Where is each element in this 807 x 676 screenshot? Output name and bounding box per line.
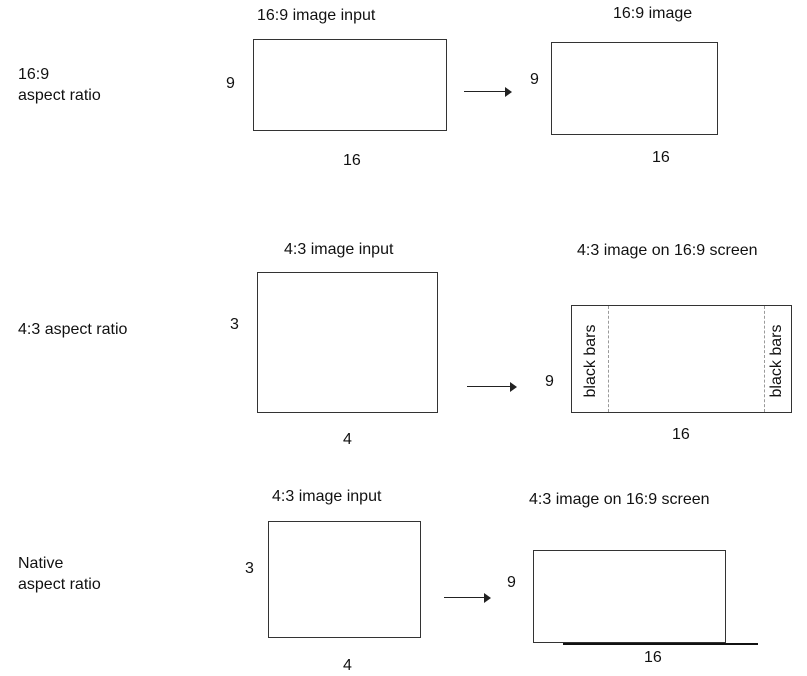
- arrow-right-icon: [464, 87, 512, 97]
- input-title: 16:9 image input: [257, 7, 376, 24]
- row-label-16-9: 16:9 aspect ratio: [18, 64, 101, 106]
- output-screen-native: [533, 550, 726, 643]
- input-width-label: 16: [343, 152, 361, 169]
- input-frame-4-3-native: [268, 521, 421, 638]
- output-title: 4:3 image on 16:9 screen: [577, 242, 758, 259]
- output-height-label: 9: [545, 373, 554, 390]
- row-label-line: 4:3 aspect ratio: [18, 321, 128, 338]
- row-label-native: Native aspect ratio: [18, 553, 101, 595]
- input-height-label: 3: [230, 316, 239, 333]
- row-label-4-3: 4:3 aspect ratio: [18, 319, 127, 340]
- row-label-line: 16:9: [18, 66, 50, 83]
- input-frame-16-9: [253, 39, 447, 131]
- input-title: 4:3 image input: [272, 488, 382, 505]
- output-title: 4:3 image on 16:9 screen: [529, 491, 710, 508]
- input-frame-4-3: [257, 272, 438, 413]
- output-screen-4-3-pillarbox: black bars black bars: [571, 305, 792, 413]
- right-black-bars-label: black bars: [768, 324, 785, 398]
- left-black-bars-label: black bars: [582, 324, 599, 398]
- output-width-label: 16: [672, 426, 690, 443]
- output-height-label: 9: [507, 574, 516, 591]
- arrow-right-icon: [467, 382, 517, 392]
- left-bar-divider: [608, 306, 609, 412]
- screen-width-baseline: [563, 643, 758, 645]
- output-screen-16-9: [551, 42, 718, 135]
- row-label-line: aspect ratio: [18, 87, 101, 104]
- output-width-label: 16: [644, 649, 662, 666]
- arrow-right-icon: [444, 593, 491, 603]
- input-title: 4:3 image input: [284, 241, 394, 258]
- row-label-line: Native: [18, 555, 64, 572]
- input-height-label: 3: [245, 560, 254, 577]
- input-width-label: 4: [343, 657, 352, 674]
- row-label-line: aspect ratio: [18, 576, 101, 593]
- output-width-label: 16: [652, 149, 670, 166]
- right-bar-divider: [764, 306, 765, 412]
- input-height-label: 9: [226, 75, 235, 92]
- output-height-label: 9: [530, 71, 539, 88]
- input-width-label: 4: [343, 431, 352, 448]
- output-title: 16:9 image: [613, 5, 693, 22]
